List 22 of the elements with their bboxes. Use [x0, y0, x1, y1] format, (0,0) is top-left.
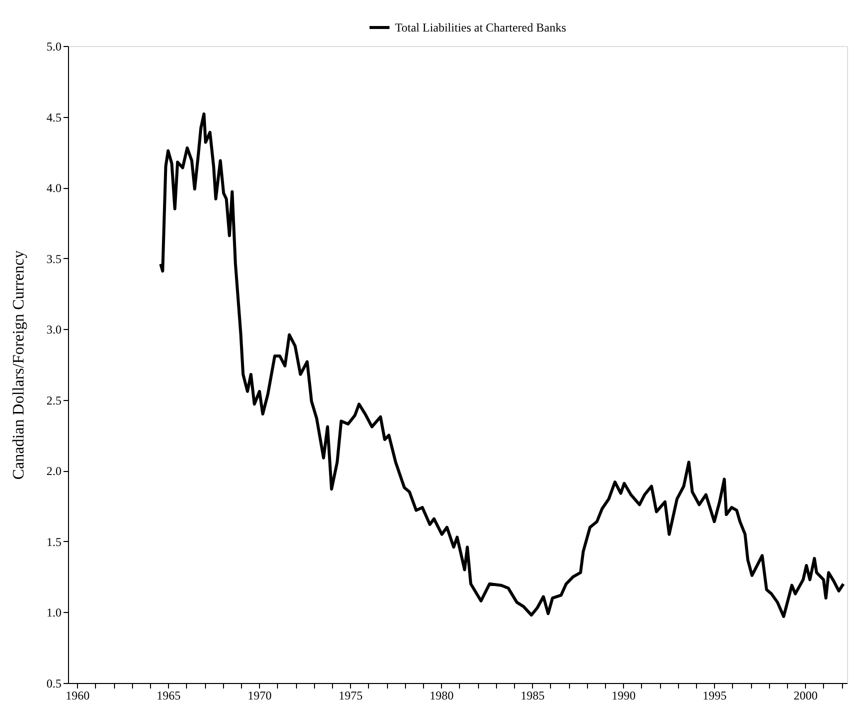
x-tick-label: 1980 [430, 688, 454, 702]
x-tick-label: 1985 [520, 688, 545, 702]
y-tick-label: 1.5 [46, 534, 62, 549]
y-tick-label: 2.0 [46, 464, 62, 478]
x-tick-label: 2000 [794, 688, 818, 702]
x-tick-label: 1960 [66, 688, 90, 702]
x-tick-label: 1975 [338, 688, 363, 702]
x-tick-label: 1990 [612, 688, 636, 702]
y-tick-label: 4.0 [46, 181, 62, 196]
y-tick-label: 5.0 [46, 40, 62, 54]
x-tick-label: 1970 [248, 688, 272, 702]
y-tick-label: 3.5 [46, 252, 62, 266]
y-tick-label: 1.0 [46, 606, 62, 620]
y-tick-label: 3.0 [46, 322, 62, 337]
x-tick-label: 1995 [702, 688, 727, 702]
line-series [159, 112, 845, 618]
y-tick-label: 0.5 [46, 676, 62, 690]
y-axis-title: Canadian Dollars/Foreign Currency [10, 250, 28, 480]
x-tick-label: 1965 [156, 688, 181, 702]
y-tick-label: 4.5 [46, 110, 62, 124]
legend-label: Total Liabilities at Chartered Banks [395, 20, 566, 34]
y-tick-label: 2.5 [46, 393, 62, 408]
